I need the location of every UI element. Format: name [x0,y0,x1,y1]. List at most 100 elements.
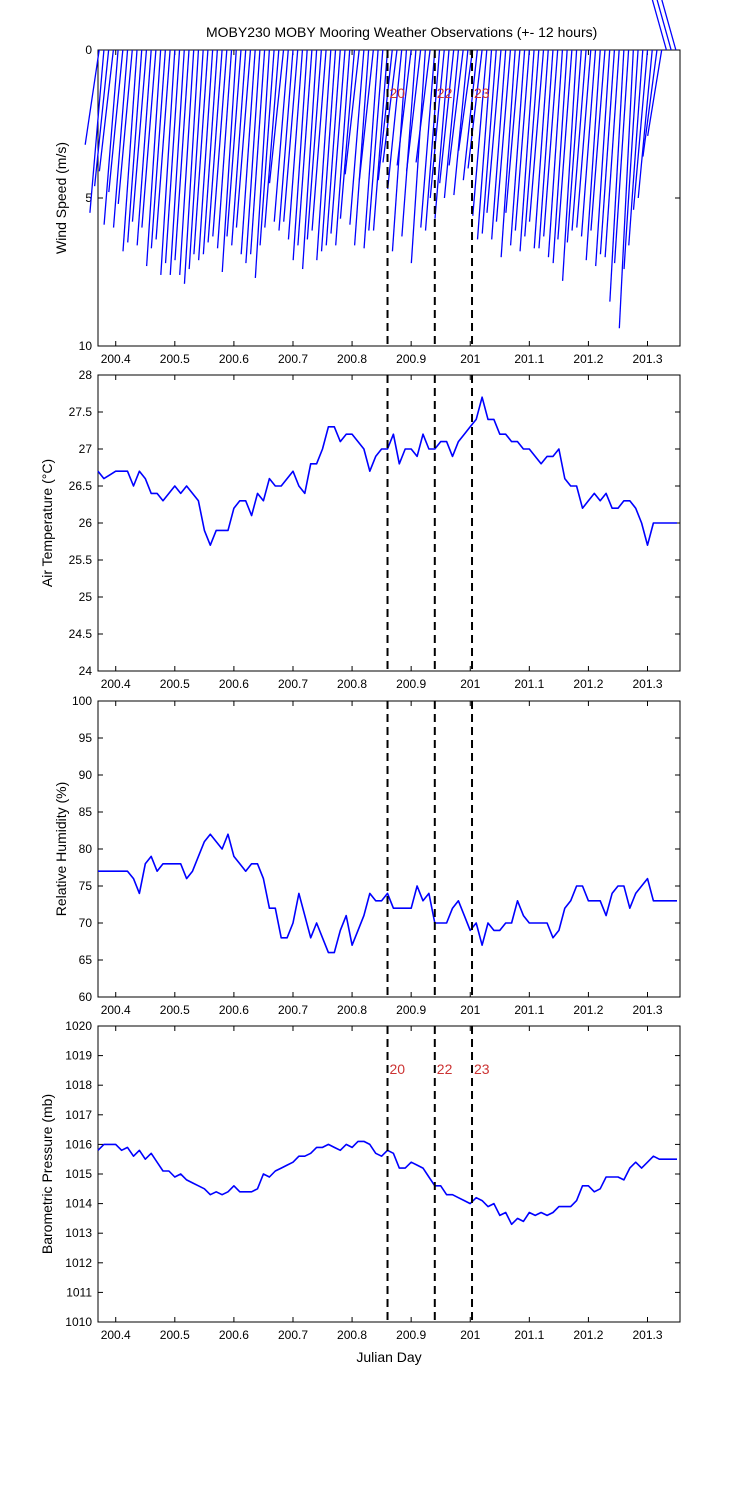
wind-vector [160,49,176,276]
wind-vector [576,49,592,228]
x-tick-label: 200.8 [337,1328,367,1342]
wind-vector [571,49,587,231]
wind-vector [112,49,129,228]
y-tick-label: 1010 [65,1315,92,1329]
wind-vector [467,49,483,169]
wind-vector [188,49,204,270]
y-tick-label: 1020 [65,1019,92,1033]
y-axis-label: Relative Humidity (%) [53,782,69,917]
wind-vector [155,49,171,240]
y-tick-label: 80 [79,842,93,856]
wind-vector [103,49,119,225]
wind-vector [335,49,351,246]
wind-vector [174,49,190,261]
x-tick-label: 200.9 [396,352,426,366]
wind-vector [122,49,138,252]
y-tick-label: 1016 [65,1137,92,1151]
y-axis-label: Wind Speed (m/s) [53,142,69,254]
wind-vector [283,49,299,222]
wind-vector [580,49,597,237]
y-tick-label: 75 [79,879,93,893]
y-tick-label: 85 [79,805,93,819]
wind-vector [344,49,360,175]
wind-vector [439,49,455,184]
wind-vector [656,0,672,51]
x-tick-label: 201 [460,1328,480,1342]
y-tick-label: 1019 [65,1049,92,1063]
x-tick-label: 200.8 [337,677,367,691]
x-tick-label: 200.4 [101,1003,131,1017]
x-tick-label: 201.2 [573,1003,603,1017]
series-line [97,396,677,546]
wind-vector [311,49,327,231]
wind-vector [278,49,294,231]
wind-vector [405,49,422,172]
wind-vector [642,49,658,157]
wind-vector [561,49,578,281]
wind-vector [538,49,554,249]
y-tick-label: 26 [79,516,93,530]
y-tick-label: 27.5 [69,405,93,419]
wind-vector [235,49,252,228]
y-tick-label: 5 [85,191,92,205]
chart-title: MOBY230 MOBY Mooring Weather Observation… [206,24,598,40]
wind-vector [481,49,497,234]
wind-vector [552,49,568,264]
wind-vector [396,49,412,166]
wind-vector [613,49,630,264]
wind-vector [108,49,124,193]
wind-vector [410,49,426,264]
x-tick-label: 200.9 [396,677,426,691]
wind-vector [476,49,493,240]
wind-vector [566,49,582,243]
x-tick-label: 201.3 [632,1003,662,1017]
y-tick-label: 1014 [65,1197,92,1211]
wind-vector [339,49,356,219]
y-tick-label: 28 [79,368,93,382]
wind-vector [401,49,417,237]
x-tick-label: 201.3 [632,677,662,691]
x-tick-label: 200.8 [337,352,367,366]
wind-vector [98,49,115,172]
y-tick-label: 65 [79,953,93,967]
wind-vector [424,49,441,231]
wind-vector [207,49,223,243]
x-tick-label: 200.5 [160,1003,190,1017]
wind-vector [585,49,601,261]
series-line [98,833,677,954]
x-tick-label: 201.2 [573,1328,603,1342]
y-tick-label: 1017 [65,1108,92,1122]
wind-vector [661,0,677,51]
x-tick-label: 201.1 [514,1003,544,1017]
wind-vector [448,49,464,166]
x-tick-label: 201.1 [514,352,544,366]
wind-vector [599,49,616,255]
wind-vector [117,49,133,204]
wind-vector [169,49,185,276]
x-tick-label: 200.7 [278,1328,308,1342]
wind-vector [231,49,247,246]
wind-vector [306,49,322,240]
wind-vector [193,49,209,255]
wind-vector [462,49,478,181]
x-axis-label: Julian Day [356,1349,421,1365]
wind-vector [316,49,332,261]
x-tick-label: 200.6 [219,352,249,366]
x-tick-label: 200.6 [219,1003,249,1017]
x-tick-label: 200.9 [396,1328,426,1342]
x-tick-label: 201.2 [573,352,603,366]
wind-vector [590,49,606,231]
wind-vector [647,49,663,136]
wind-vector [387,49,403,190]
wind-vector [84,49,100,145]
wind-vector [377,49,393,181]
wind-vector [500,49,516,258]
wind-vector [264,49,280,228]
y-tick-label: 95 [79,731,93,745]
wind-vector [353,49,370,246]
wind-vector [197,49,214,261]
wind-vector [245,49,261,264]
wind-vector [372,49,389,231]
event-label: 22 [437,1061,453,1077]
